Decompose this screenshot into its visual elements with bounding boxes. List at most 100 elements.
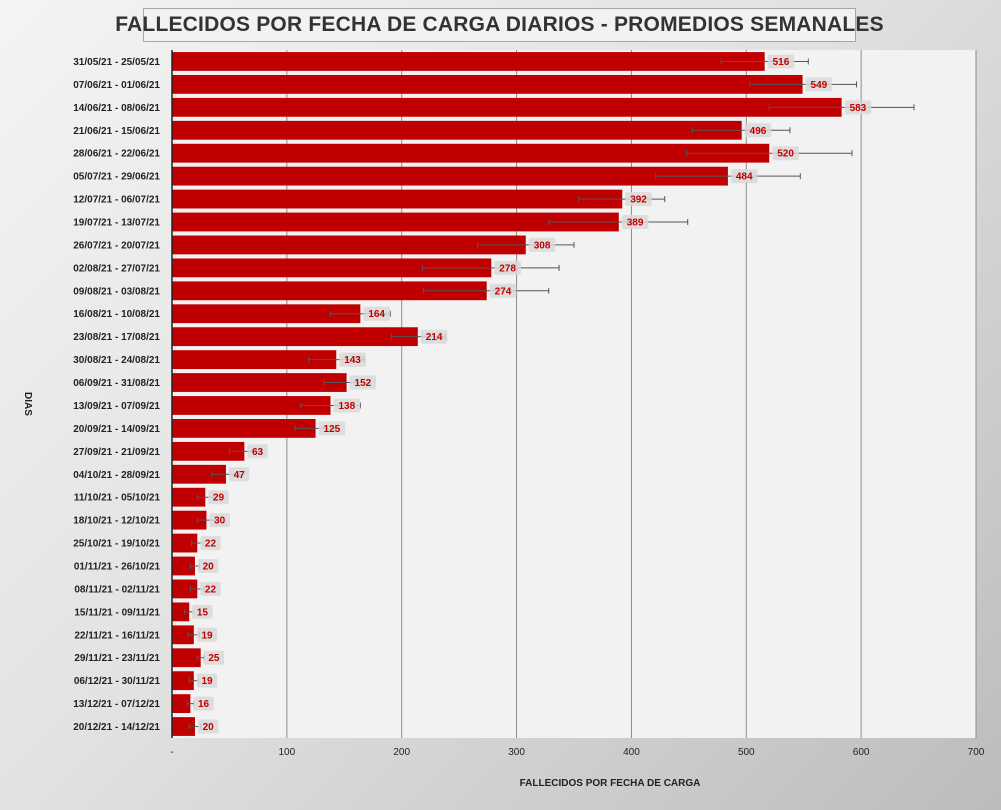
x-tick-label: 400: [623, 747, 640, 758]
y-tick-label: 27/09/21 - 21/09/21: [73, 447, 160, 458]
svg-text:152: 152: [355, 378, 372, 389]
data-label: 516: [767, 54, 795, 69]
data-label: 22: [200, 581, 221, 596]
bar: [172, 258, 492, 278]
bar: [172, 418, 316, 438]
bar: [172, 235, 526, 255]
svg-text:164: 164: [368, 309, 385, 320]
x-axis-title: FALLECIDOS POR FECHA DE CARGA: [520, 778, 701, 789]
bar: [172, 327, 418, 347]
svg-text:308: 308: [534, 240, 551, 251]
data-label: 484: [730, 169, 758, 184]
bar: [172, 52, 765, 71]
svg-text:516: 516: [773, 57, 790, 68]
error-bar: [768, 104, 915, 111]
svg-text:22: 22: [205, 584, 217, 595]
y-tick-label: 05/07/21 - 29/06/21: [73, 172, 160, 183]
y-tick-label: 20/12/21 - 14/12/21: [73, 722, 160, 733]
y-tick-label: 09/08/21 - 03/08/21: [73, 286, 160, 297]
y-tick-label: 29/11/21 - 23/11/21: [74, 653, 160, 664]
data-label: 278: [494, 260, 521, 275]
bars: [172, 52, 842, 736]
error-bar: [548, 219, 689, 225]
svg-text:214: 214: [426, 332, 443, 343]
x-tick-label: 600: [853, 747, 870, 758]
y-tick-label: 20/09/21 - 14/09/21: [73, 424, 160, 435]
y-tick-label: 19/07/21 - 13/07/21: [73, 218, 160, 229]
bar: [172, 579, 198, 599]
y-tick-label: 04/10/21 - 28/09/21: [73, 470, 160, 481]
svg-text:278: 278: [499, 263, 516, 274]
y-tick-label: 21/06/21 - 15/06/21: [73, 126, 160, 137]
y-axis-title: DIAS: [22, 392, 33, 416]
bar: [172, 510, 207, 530]
data-label: 22: [200, 536, 221, 551]
chart-title: FALLECIDOS POR FECHA DE CARGA DIARIOS - …: [115, 8, 884, 42]
svg-text:125: 125: [324, 424, 341, 435]
y-tick-label: 12/07/21 - 06/07/21: [73, 195, 160, 206]
error-bar: [421, 264, 560, 271]
x-tick-label: -: [170, 747, 173, 758]
error-bar: [423, 287, 550, 294]
error-bar: [477, 241, 575, 248]
data-label: 125: [318, 421, 346, 436]
x-tick-label: 500: [738, 747, 755, 758]
bar: [172, 602, 190, 622]
data-label: 29: [208, 490, 229, 505]
bar: [172, 464, 226, 484]
svg-text:20: 20: [203, 722, 215, 733]
bar: [172, 189, 623, 209]
error-bar: [691, 127, 791, 134]
plot-area: [172, 50, 976, 738]
bar: [172, 373, 347, 392]
svg-text:138: 138: [338, 401, 355, 412]
svg-text:19: 19: [201, 630, 213, 641]
data-label: 15: [192, 604, 213, 619]
data-label: 520: [772, 146, 799, 161]
svg-text:25: 25: [208, 653, 220, 664]
svg-text:143: 143: [344, 355, 361, 366]
y-tick-label: 22/11/21 - 16/11/21: [74, 630, 160, 641]
svg-text:583: 583: [850, 103, 867, 114]
svg-text:484: 484: [736, 172, 753, 183]
bar: [172, 350, 337, 370]
data-label: 152: [349, 375, 377, 390]
data-label: 274: [489, 283, 517, 298]
y-tick-label: 26/07/21 - 20/07/21: [73, 240, 160, 251]
data-label: 63: [247, 444, 268, 459]
data-label: 20: [197, 719, 219, 734]
bar: [172, 625, 194, 645]
y-tick-label: 15/11/21 - 09/11/21: [74, 607, 160, 618]
bar: [172, 304, 361, 324]
y-tick-label: 07/06/21 - 01/06/21: [73, 80, 160, 91]
bar: [172, 533, 198, 553]
svg-text:22: 22: [205, 539, 217, 550]
y-tick-label: 08/11/21 - 02/11/21: [74, 584, 160, 595]
bar: [172, 694, 191, 714]
bar: [172, 212, 619, 232]
svg-text:30: 30: [214, 516, 226, 527]
y-tick-label: 02/08/21 - 27/07/21: [73, 263, 160, 274]
svg-text:19: 19: [201, 676, 213, 687]
svg-text:47: 47: [234, 470, 246, 481]
y-tick-label: 23/08/21 - 17/08/21: [73, 332, 160, 343]
bar: [172, 717, 195, 736]
y-tick-label: 06/12/21 - 30/11/21: [74, 676, 161, 687]
y-tick-label: 28/06/21 - 22/06/21: [73, 149, 160, 160]
data-label: 496: [744, 123, 772, 138]
bar: [172, 671, 194, 691]
bar: [172, 441, 245, 461]
y-tick-label: 31/05/21 - 25/05/21: [73, 57, 160, 68]
data-label: 143: [339, 352, 366, 367]
y-tick-label: 30/08/21 - 24/08/21: [73, 355, 160, 366]
svg-text:520: 520: [777, 149, 794, 160]
bar: [172, 396, 331, 415]
bar: [172, 487, 206, 507]
svg-text:63: 63: [252, 447, 264, 458]
x-tick-label: 200: [393, 747, 410, 758]
error-bar: [749, 81, 858, 88]
y-tick-label: 18/10/21 - 12/10/21: [73, 516, 160, 527]
y-tick-label: 16/08/21 - 10/08/21: [73, 309, 160, 320]
data-label: 389: [621, 215, 649, 229]
data-label: 19: [196, 627, 218, 642]
